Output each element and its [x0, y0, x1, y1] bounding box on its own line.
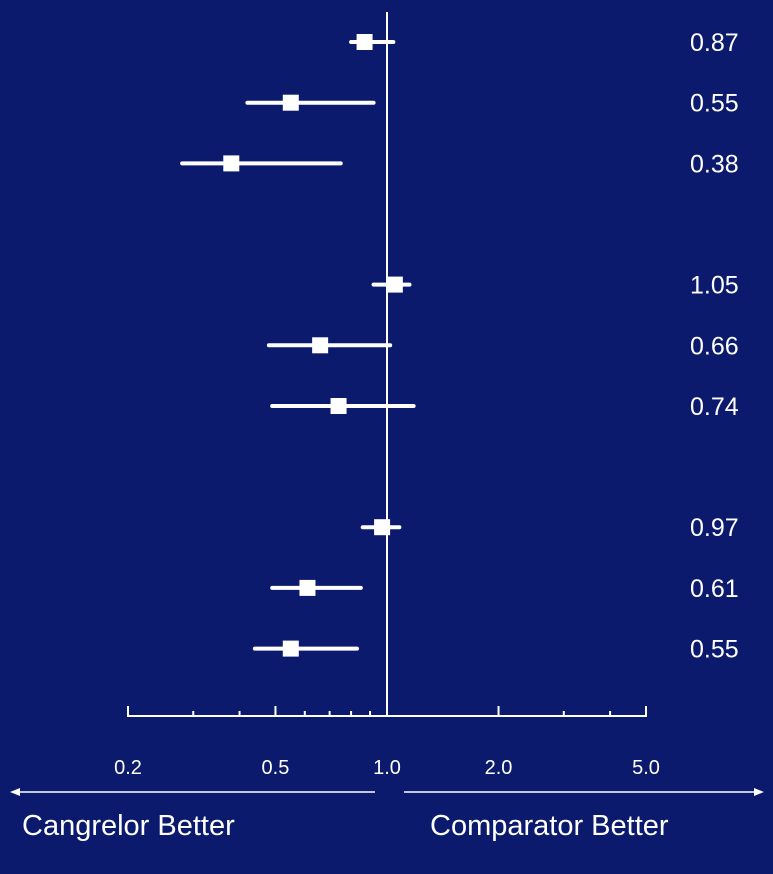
- point-estimate: [223, 155, 240, 172]
- odds-ratio-label: 0.87: [690, 29, 739, 57]
- tick-label: 0.5: [262, 757, 290, 779]
- odds-ratio-label: 0.97: [690, 514, 739, 542]
- point-estimate: [312, 337, 329, 354]
- point-estimate: [374, 519, 391, 536]
- forest-row: 0.55: [252, 636, 739, 664]
- odds-ratio-label: 0.55: [690, 636, 739, 664]
- point-estimate: [282, 94, 299, 111]
- direction-arrows: [10, 788, 764, 796]
- tick-label: 2.0: [485, 757, 513, 779]
- forest-row: 0.38: [180, 150, 739, 178]
- forest-row: 1.05: [371, 272, 739, 300]
- point-estimate: [356, 34, 373, 50]
- point-estimate: [330, 398, 347, 414]
- odds-ratio-label: 0.74: [690, 393, 739, 421]
- tick-label: 0.2: [114, 757, 142, 779]
- odds-ratio-label: 0.55: [690, 90, 739, 118]
- odds-ratio-label: 0.66: [690, 332, 739, 360]
- point-estimate: [386, 276, 403, 293]
- odds-ratio-label: 1.05: [690, 272, 739, 300]
- comparator-better-label: Comparator Better: [430, 810, 669, 842]
- odds-ratio-label: 0.61: [690, 575, 739, 603]
- tick-label: 1.0: [373, 757, 401, 779]
- cangrelor-better-label: Cangrelor Better: [22, 810, 235, 842]
- left-arrow-head: [10, 788, 20, 796]
- forest-row: 0.97: [360, 514, 739, 542]
- tick-label: 5.0: [632, 757, 660, 779]
- forest-row: 0.55: [245, 90, 739, 118]
- forest-row: 0.74: [270, 393, 739, 421]
- x-axis: 0.2 0.5 1.0 2.0 5.0: [114, 706, 660, 779]
- point-estimate: [299, 579, 316, 596]
- forest-row: 0.87: [349, 29, 739, 57]
- forest-row: 0.61: [270, 575, 739, 603]
- right-arrow-head: [754, 788, 764, 796]
- point-estimate: [282, 640, 299, 657]
- odds-ratio-label: 0.38: [690, 150, 739, 178]
- forest-rows: 0.87 0.55 0.38 1.05 0.66 0.74 0.97 0.61 0.55: [180, 12, 739, 716]
- forest-row: 0.66: [266, 332, 739, 360]
